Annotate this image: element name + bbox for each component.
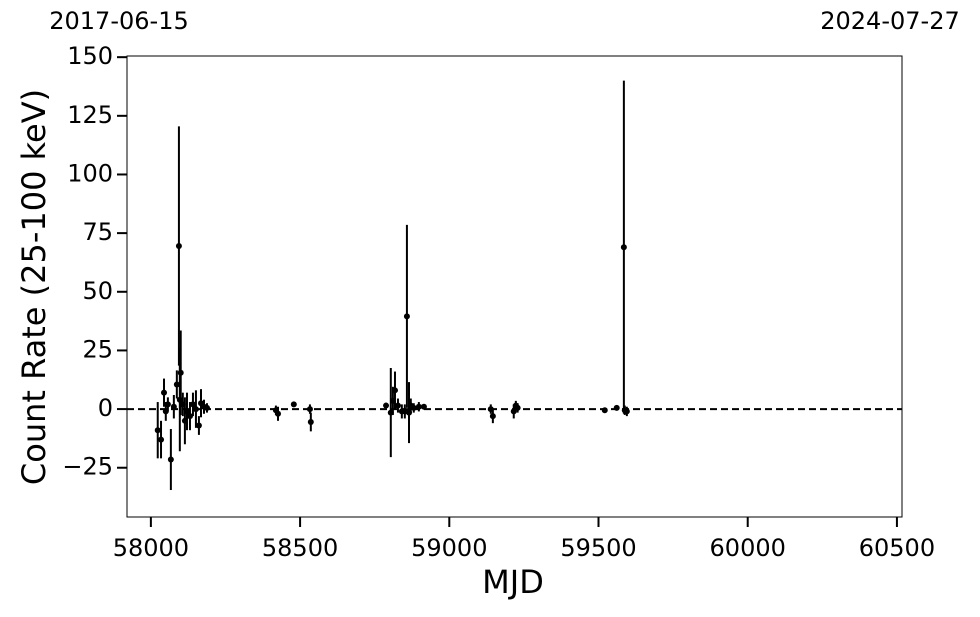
data-point bbox=[383, 402, 390, 409]
data-point bbox=[306, 406, 313, 413]
data-point bbox=[170, 403, 177, 410]
x-axis-label: MJD bbox=[482, 563, 544, 601]
x-tick-label: 59000 bbox=[411, 534, 487, 562]
y-tick-label: 100 bbox=[67, 159, 113, 187]
data-point bbox=[403, 313, 410, 320]
data-point bbox=[601, 407, 608, 414]
data-point bbox=[391, 387, 398, 394]
data-point bbox=[415, 403, 422, 410]
data-point bbox=[307, 418, 314, 425]
data-point bbox=[175, 243, 182, 250]
y-tick-label: 75 bbox=[82, 218, 113, 246]
data-point bbox=[167, 456, 174, 463]
data-point bbox=[189, 401, 196, 408]
data-point bbox=[613, 404, 620, 411]
data-point bbox=[154, 427, 161, 434]
x-tick-label: 58000 bbox=[113, 534, 189, 562]
data-point bbox=[275, 410, 282, 417]
data-point bbox=[620, 244, 627, 251]
data-point bbox=[195, 422, 202, 429]
y-tick-label: −25 bbox=[62, 453, 113, 481]
data-point bbox=[177, 369, 184, 376]
data-point bbox=[161, 389, 168, 396]
y-tick-label: 125 bbox=[67, 101, 113, 129]
data-point bbox=[623, 408, 630, 415]
y-tick-label: 150 bbox=[67, 42, 113, 70]
data-point bbox=[192, 406, 199, 413]
top-date-label: 2017-06-15 bbox=[49, 7, 188, 35]
y-axis-label: Count Rate (25-100 keV) bbox=[15, 89, 53, 485]
data-point bbox=[203, 404, 210, 411]
data-point bbox=[489, 413, 496, 420]
x-tick-label: 60500 bbox=[859, 534, 935, 562]
data-point bbox=[186, 413, 193, 420]
data-point bbox=[514, 404, 521, 411]
y-tick-label: 0 bbox=[98, 394, 113, 422]
x-tick-label: 60000 bbox=[710, 534, 786, 562]
data-point bbox=[173, 381, 180, 388]
top-date-label: 2024-07-27 bbox=[820, 7, 959, 35]
x-tick-label: 58500 bbox=[262, 534, 338, 562]
y-tick-label: 50 bbox=[82, 277, 113, 305]
data-point bbox=[290, 401, 297, 408]
data-point bbox=[183, 408, 190, 415]
data-point bbox=[410, 404, 417, 411]
y-tick-label: 25 bbox=[82, 335, 113, 363]
x-tick-label: 59500 bbox=[560, 534, 636, 562]
data-point bbox=[158, 436, 165, 443]
data-point bbox=[420, 403, 427, 410]
plot-frame bbox=[126, 55, 903, 518]
data-point bbox=[164, 401, 171, 408]
data-point bbox=[394, 402, 401, 409]
